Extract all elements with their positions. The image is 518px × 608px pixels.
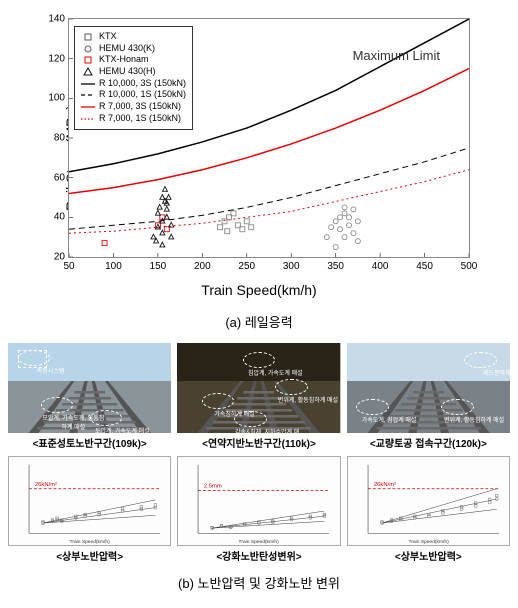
xtick: 400 [372, 257, 389, 272]
annotation-label: 변위계, 활동침하계 매설 [275, 395, 340, 404]
annotation-label: 측정시스템 [18, 366, 83, 375]
caption-a: (a) 레일응력 [8, 312, 510, 331]
panel-b: 측정시스템모압계, 가속도계, 활동침하계 매설토압계, 가속도계 매설 <표준성… [8, 343, 510, 592]
legend-item: R 7,000, 3S (150kN) [81, 101, 186, 113]
chart-legend: KTXHEMU 430(K)KTX-HonamHEMU 430(H)R 10,0… [74, 26, 193, 130]
annotation-label: 침압계, 가속도계 매설 [243, 368, 308, 377]
subchart: 2.5mm Train Speed(km/h) [177, 456, 340, 546]
legend-label: R 10,000, 1S (150kN) [99, 89, 186, 101]
ytick: 120 [48, 53, 69, 64]
subchart-title: <상부노반압력> [347, 548, 510, 563]
subchart: 26kN/m² Train Speed(km/h) [347, 456, 510, 546]
ytick: 60 [54, 172, 69, 183]
photo-row: 측정시스템모압계, 가속도계, 활동침하계 매설토압계, 가속도계 매설 <표준성… [8, 343, 510, 450]
xtick: 50 [63, 257, 74, 272]
legend-marker [81, 79, 95, 89]
x-axis-label: Train Speed(km/h) [201, 282, 316, 298]
rail-stress-chart: Rail Stress(MPa) 20406080100120140 50100… [8, 8, 510, 308]
track-photo: 침압계, 가속도계 매설가속침하계 매설변위계, 활동침하계 매설감속&침체, … [177, 343, 340, 433]
xtick: 450 [416, 257, 433, 272]
legend-marker [81, 32, 95, 42]
subchart-title: <강화노반탄성변위> [177, 548, 340, 563]
xtick: 500 [461, 257, 478, 272]
max-limit-label: Maximum Limit [353, 48, 440, 63]
legend-label: KTX [99, 31, 117, 43]
annotation-circle [275, 379, 308, 395]
legend-item: R 7,000, 1S (150kN) [81, 113, 186, 125]
subchart-row: 26kN/m² Train Speed(km/h) <상부노반압력> 2.5mm Tra… [8, 456, 510, 563]
photo-title: <표준성토노반구간(109k)> [8, 435, 171, 450]
annotation-circle [356, 399, 389, 415]
ytick: 100 [48, 93, 69, 104]
legend-item: KTX-Honam [81, 54, 186, 66]
annotation-label: 토압계, 가속도계 매설 [90, 426, 155, 433]
subchart-title: <상부노반압력> [8, 548, 171, 563]
photo-title: <교량토공 접속구간(120k)> [347, 435, 510, 450]
legend-item: HEMU 430(K) [81, 43, 186, 55]
legend-item: KTX [81, 31, 186, 43]
annotation-label: 변위계, 활동침하계 매설 [441, 415, 506, 424]
legend-item: R 10,000, 3S (150kN) [81, 78, 186, 90]
legend-label: R 7,000, 1S (150kN) [99, 113, 181, 125]
legend-marker [81, 90, 95, 100]
annotation-label: 감속&침체, 지하수압계 매설 [234, 427, 299, 433]
annotation-circle [90, 410, 123, 426]
legend-label: KTX-Honam [99, 54, 149, 66]
legend-item: R 10,000, 1S (150kN) [81, 89, 186, 101]
ytick: 140 [48, 14, 69, 25]
xtick: 300 [283, 257, 300, 272]
xtick: 150 [150, 257, 167, 272]
legend-label: R 7,000, 3S (150kN) [99, 101, 181, 113]
annotation-circle [464, 352, 497, 368]
xtick: 100 [105, 257, 122, 272]
svg-text:2.5mm: 2.5mm [204, 484, 222, 490]
legend-marker [81, 102, 95, 112]
xtick: 350 [327, 257, 344, 272]
legend-marker [81, 67, 95, 77]
photo-title: <연약지반노반구간(110k)> [177, 435, 340, 450]
svg-text:Train Speed(km/h): Train Speed(km/h) [70, 539, 111, 545]
photo-cell: 침압계, 가속도계 매설가속침하계 매설변위계, 활동침하계 매설감속&침체, … [177, 343, 340, 450]
svg-text:Train Speed(km/h): Train Speed(km/h) [239, 539, 280, 545]
ytick: 80 [54, 133, 69, 144]
svg-text:Train Speed(km/h): Train Speed(km/h) [408, 539, 449, 545]
legend-label: R 10,000, 3S (150kN) [99, 78, 186, 90]
xtick: 250 [238, 257, 255, 272]
annotation-circle [441, 399, 474, 415]
annotation-label: 가속도계, 침압계 매설 [356, 415, 421, 424]
track-photo: 레드분하체가속도계, 침압계 매설 변위계, 활동침하계 매설 [347, 343, 510, 433]
svg-text:26kN/m²: 26kN/m² [374, 482, 396, 488]
ytick: 40 [54, 212, 69, 223]
legend-marker [81, 114, 95, 124]
annotation-circle [234, 411, 267, 427]
legend-marker [81, 44, 95, 54]
photo-cell: 측정시스템모압계, 가속도계, 활동침하계 매설토압계, 가속도계 매설 <표준성… [8, 343, 171, 450]
xtick: 200 [194, 257, 211, 272]
legend-label: HEMU 430(K) [99, 43, 155, 55]
annotation-label: 레드분하체 [464, 368, 510, 377]
annotation-circle [202, 393, 235, 409]
caption-b: (b) 노반압력 및 강화노반 변위 [8, 573, 510, 592]
legend-label: HEMU 430(H) [99, 66, 156, 78]
legend-item: HEMU 430(H) [81, 66, 186, 78]
legend-marker [81, 55, 95, 65]
svg-text:26kN/m²: 26kN/m² [35, 482, 57, 488]
photo-cell: 레드분하체가속도계, 침압계 매설 변위계, 활동침하계 매설 <교량토공 접속구간… [347, 343, 510, 450]
track-photo: 측정시스템모압계, 가속도계, 활동침하계 매설토압계, 가속도계 매설 [8, 343, 171, 433]
subchart: 26kN/m² Train Speed(km/h) [8, 456, 171, 546]
